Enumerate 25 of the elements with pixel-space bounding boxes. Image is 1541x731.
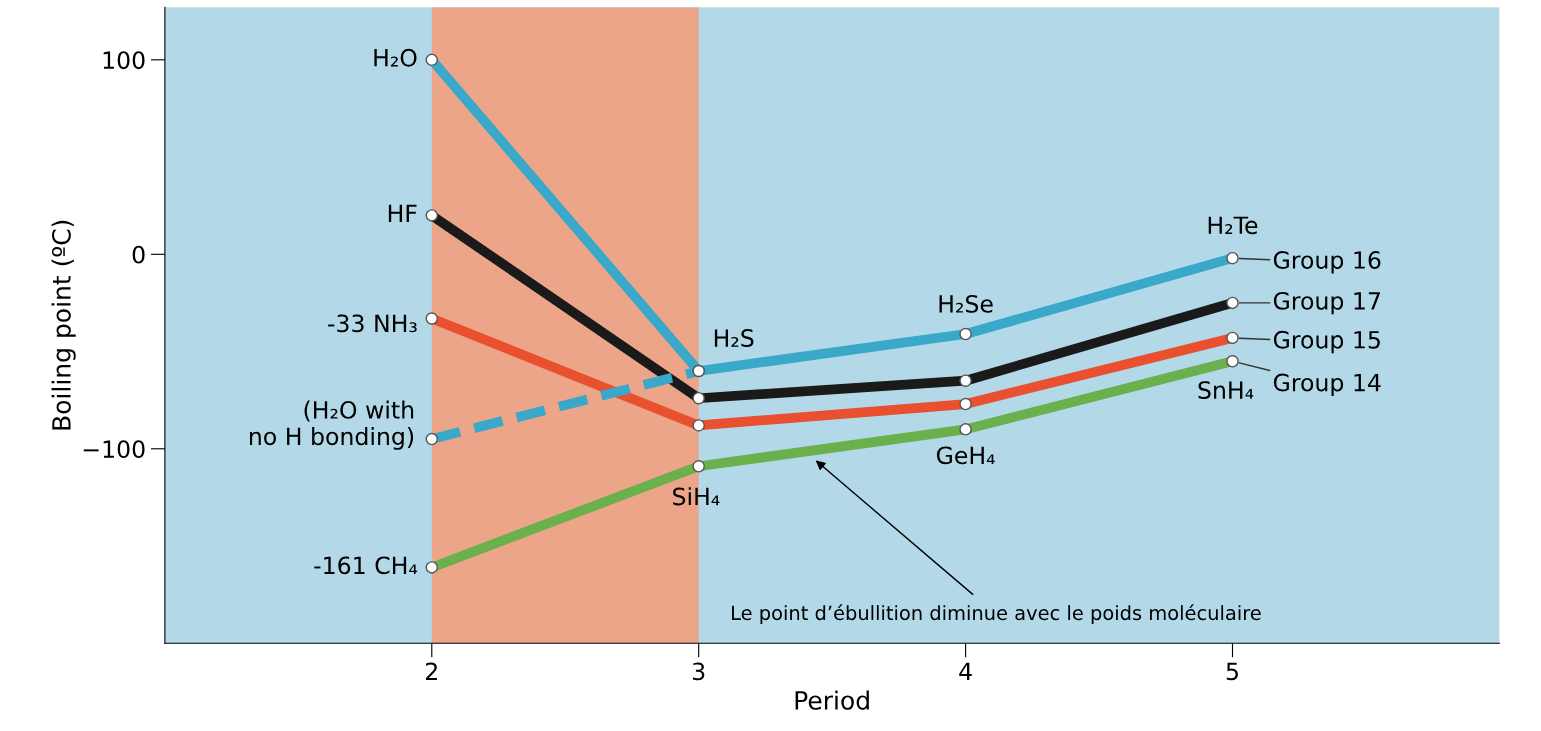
series-label: Group 15 xyxy=(1273,330,1380,354)
annotation: H₂O xyxy=(374,48,417,67)
y-tick-label: −100 xyxy=(83,440,145,459)
annotation: HF xyxy=(388,204,417,222)
x-tick-label: 5 xyxy=(1226,662,1238,681)
annotation: -33 NH₃ xyxy=(328,314,417,333)
x-axis-title: Period xyxy=(795,690,869,710)
series-label: Group 14 xyxy=(1273,373,1381,397)
annotation: SnH₄ xyxy=(1198,381,1254,399)
series-label: Group 16 xyxy=(1273,251,1381,274)
y-axis-title: Boiling point (ºC) xyxy=(51,220,76,430)
annotation: -161 CH₄ xyxy=(314,556,418,575)
annotation: H₂Te xyxy=(1208,216,1258,235)
x-tick-label: 2 xyxy=(426,662,437,680)
series-label: Group 17 xyxy=(1273,291,1380,315)
x-tick-label: 4 xyxy=(959,662,972,680)
annotation: Le point d’ébullition diminue avec le poids moléculaire xyxy=(732,604,1261,624)
annotation: (H₂O with no H bonding) xyxy=(249,400,414,450)
annotation: GeH₄ xyxy=(936,446,995,465)
annotation: SiH₄ xyxy=(673,487,720,506)
annotation: H₂S xyxy=(714,329,754,347)
y-tick-label: 100 xyxy=(103,51,145,70)
y-tick-label: 0 xyxy=(132,245,145,264)
x-tick-label: 3 xyxy=(692,662,705,681)
annotation: H₂Se xyxy=(939,294,993,313)
